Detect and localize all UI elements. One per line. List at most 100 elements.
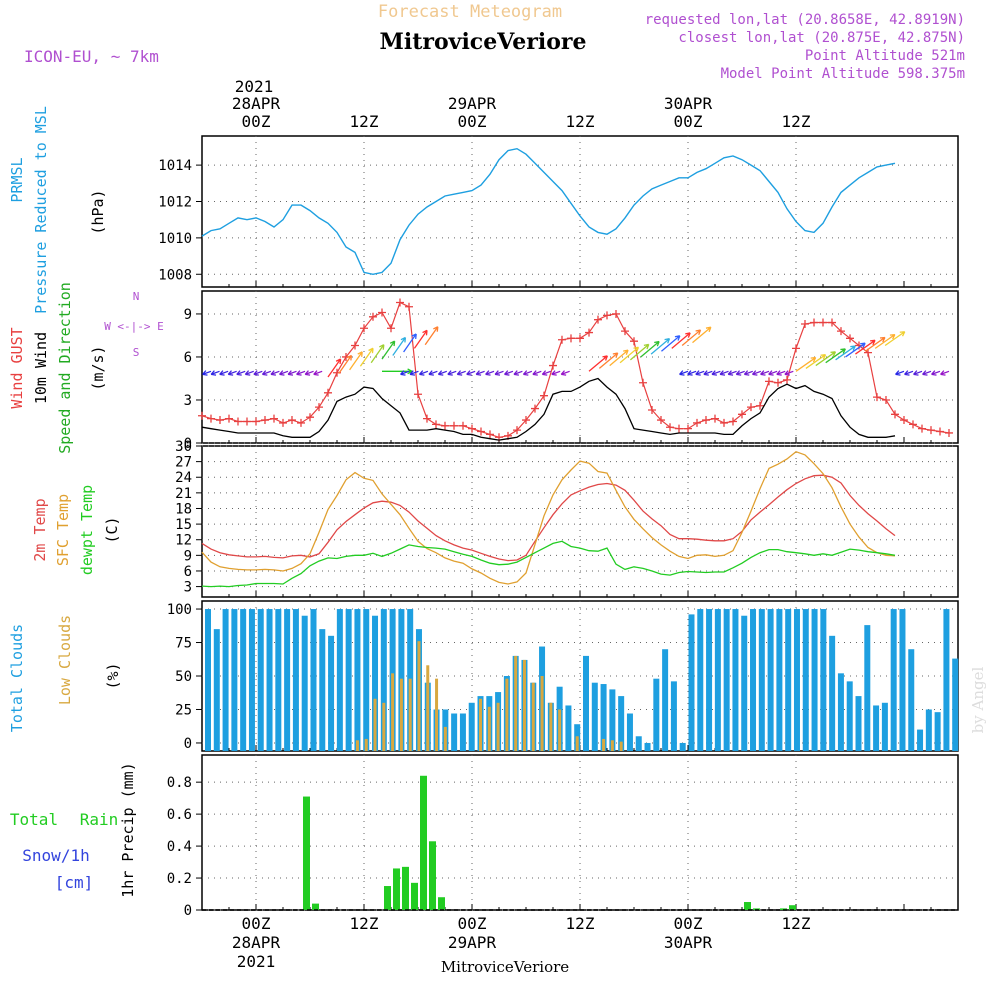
gust-marker	[639, 378, 647, 387]
total-cloud-bar	[829, 635, 836, 751]
low-cloud-bar	[522, 659, 526, 751]
wind-direction-arrow	[219, 370, 229, 376]
bottom-time-label: 00Z	[458, 914, 487, 933]
gust-marker	[378, 308, 386, 317]
gust-marker	[693, 418, 701, 427]
wind-direction-arrow	[619, 346, 640, 364]
signature-text: by Angel	[969, 666, 987, 733]
total-cloud-bar	[811, 609, 818, 751]
y-tick-label: 1014	[158, 158, 192, 174]
y-tick-label: 0.8	[167, 775, 192, 791]
gust-marker	[900, 416, 908, 425]
wind-direction-arrow	[895, 370, 905, 376]
wind-direction-arrow	[560, 370, 570, 376]
total-cloud-bar	[767, 609, 774, 751]
wind-direction-arrow	[845, 342, 866, 358]
y-tick-label: 21	[175, 486, 192, 502]
model-altitude: Model Point Altitude 598.375m	[721, 66, 965, 82]
total-cloud-bar	[758, 609, 765, 751]
forecast-title: Forecast Meteogram	[378, 2, 562, 22]
total-cloud-bar	[890, 609, 897, 751]
total-cloud-bar	[635, 736, 642, 751]
compass-west-east: W <-|-> E	[104, 320, 164, 333]
wind-direction-arrow	[551, 370, 561, 376]
wind-direction-arrow	[650, 338, 671, 355]
gust-marker	[801, 319, 809, 328]
gust-marker	[702, 416, 710, 425]
y-tick-label: 30	[175, 439, 192, 455]
gust-marker	[351, 341, 359, 350]
top-date-label: 30APR	[664, 94, 713, 113]
total-clouds-label: Total Clouds	[8, 624, 26, 732]
wind-direction-arrow	[403, 333, 417, 353]
gust-marker	[432, 420, 440, 429]
gust-marker	[405, 302, 413, 311]
wind-direction-arrow	[805, 354, 827, 369]
bottom-time-label: 00Z	[242, 914, 271, 933]
total-rain-label-total: Total	[10, 810, 58, 829]
wind-direction-arrow	[679, 370, 689, 376]
sfc-temp-label: SFC Temp	[54, 494, 72, 566]
wind-direction-arrow	[692, 326, 712, 344]
top-time-label: 12Z	[566, 112, 595, 131]
wind-direction-arrow	[392, 336, 407, 356]
total-cloud-bar	[934, 712, 941, 751]
gust-marker	[918, 424, 926, 433]
gust-marker	[945, 428, 953, 437]
total-cloud-bar	[908, 649, 915, 751]
wind-direction-arrow	[304, 370, 314, 376]
model-label: ICON-EU, ~ 7km	[24, 47, 159, 66]
low-cloud-bar	[496, 702, 500, 751]
total-cloud-bar	[354, 609, 361, 751]
total-cloud-bar	[583, 655, 589, 751]
y-tick-label: 0	[184, 903, 192, 919]
total-cloud-bar	[952, 658, 959, 751]
gust-marker	[774, 378, 782, 387]
wind-direction-arrow	[485, 370, 495, 376]
wind-direction-arrow	[931, 370, 941, 376]
gust-marker	[396, 298, 404, 307]
pressure-unit-label: (hPa)	[89, 189, 107, 234]
low-cloud-bar	[575, 736, 579, 751]
gust-marker	[414, 390, 422, 399]
total-cloud-bar	[706, 609, 713, 751]
total-cloud-bar	[802, 609, 809, 751]
wind-direction-arrow	[210, 370, 220, 376]
low-cloud-bar	[355, 740, 359, 751]
total-cloud-bar	[855, 696, 862, 751]
gust-marker	[297, 418, 305, 427]
total-cloud-bar	[591, 682, 598, 751]
y-tick-label: 24	[175, 470, 192, 486]
total-cloud-bar	[600, 684, 607, 751]
gust-marker	[252, 417, 260, 426]
low-cloud-bar	[531, 682, 535, 751]
gust-marker	[522, 416, 530, 425]
wind-direction-arrow	[815, 351, 837, 367]
bottom-date-label: 28APR	[232, 933, 281, 952]
gust-marker	[603, 311, 611, 320]
low-clouds-label: Low Clouds	[56, 615, 74, 705]
low-cloud-bar	[391, 673, 395, 751]
rain-bar	[429, 841, 436, 910]
wind-direction-arrow	[456, 370, 466, 376]
wind-direction-arrow	[640, 340, 660, 358]
wind-direction-arrow	[835, 345, 856, 361]
y-tick-label: 3	[184, 393, 192, 409]
rain-bar	[753, 908, 760, 910]
y-tick-label: 9	[184, 548, 192, 564]
snow-unit-label: [cm]	[55, 873, 94, 892]
panel-2: 0 3 6 9	[184, 290, 959, 452]
total-cloud-bar	[653, 678, 660, 751]
gust-marker	[207, 414, 215, 423]
rain-bar	[411, 882, 418, 910]
gust-marker	[540, 391, 548, 400]
gust-marker	[477, 427, 485, 436]
wind-direction-arrow	[711, 370, 721, 376]
wind-direction-arrow	[541, 370, 551, 376]
gust-marker	[756, 401, 764, 410]
gust-marker	[783, 375, 791, 384]
y-tick-label: 0.4	[167, 839, 192, 855]
low-cloud-bar	[373, 698, 377, 751]
total-cloud-bar	[459, 713, 466, 751]
total-cloud-bar	[697, 609, 704, 751]
